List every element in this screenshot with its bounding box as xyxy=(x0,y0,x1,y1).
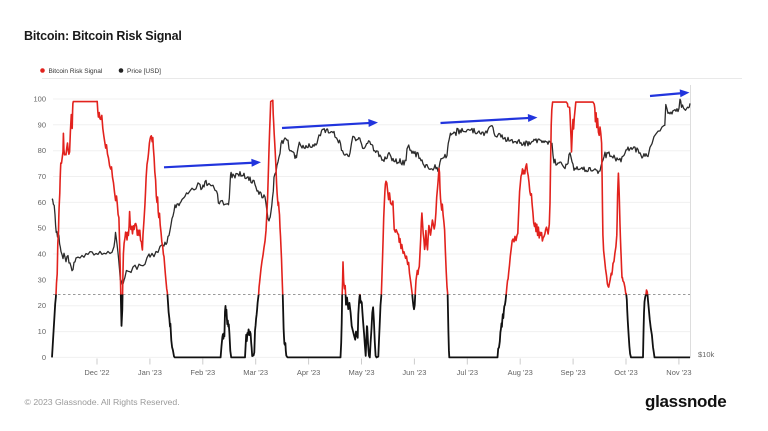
svg-text:$10k: $10k xyxy=(698,350,715,359)
svg-text:May '23: May '23 xyxy=(348,368,374,377)
svg-text:© 2023 Glassnode. All Rights R: © 2023 Glassnode. All Rights Reserved. xyxy=(25,397,180,407)
svg-text:Bitcoin: Bitcoin Risk Signal: Bitcoin: Bitcoin Risk Signal xyxy=(24,29,182,43)
svg-text:Mar '23: Mar '23 xyxy=(243,368,268,377)
svg-text:Price [USD]: Price [USD] xyxy=(127,68,161,75)
svg-text:Jul '23: Jul '23 xyxy=(457,368,478,377)
svg-text:70: 70 xyxy=(38,172,46,181)
svg-text:80: 80 xyxy=(38,146,46,155)
svg-text:Nov '23: Nov '23 xyxy=(666,368,691,377)
svg-text:Jun '23: Jun '23 xyxy=(402,368,426,377)
svg-text:Bitcoin Risk Signal: Bitcoin Risk Signal xyxy=(49,68,103,75)
svg-text:30: 30 xyxy=(38,275,46,284)
svg-text:100: 100 xyxy=(33,95,46,104)
svg-text:glassnode: glassnode xyxy=(645,392,726,411)
svg-text:20: 20 xyxy=(38,301,46,310)
svg-text:Aug '23: Aug '23 xyxy=(508,368,533,377)
svg-text:50: 50 xyxy=(38,224,46,233)
svg-text:Dec '22: Dec '22 xyxy=(84,368,109,377)
svg-text:Jan '23: Jan '23 xyxy=(138,368,162,377)
svg-text:0: 0 xyxy=(42,353,46,362)
svg-text:40: 40 xyxy=(38,250,46,259)
svg-text:60: 60 xyxy=(38,198,46,207)
svg-text:Sep '23: Sep '23 xyxy=(560,368,585,377)
svg-text:10: 10 xyxy=(38,327,46,336)
svg-text:Oct '23: Oct '23 xyxy=(614,368,638,377)
svg-text:90: 90 xyxy=(38,120,46,129)
svg-text:Feb '23: Feb '23 xyxy=(190,368,215,377)
svg-text:Apr '23: Apr '23 xyxy=(297,368,321,377)
